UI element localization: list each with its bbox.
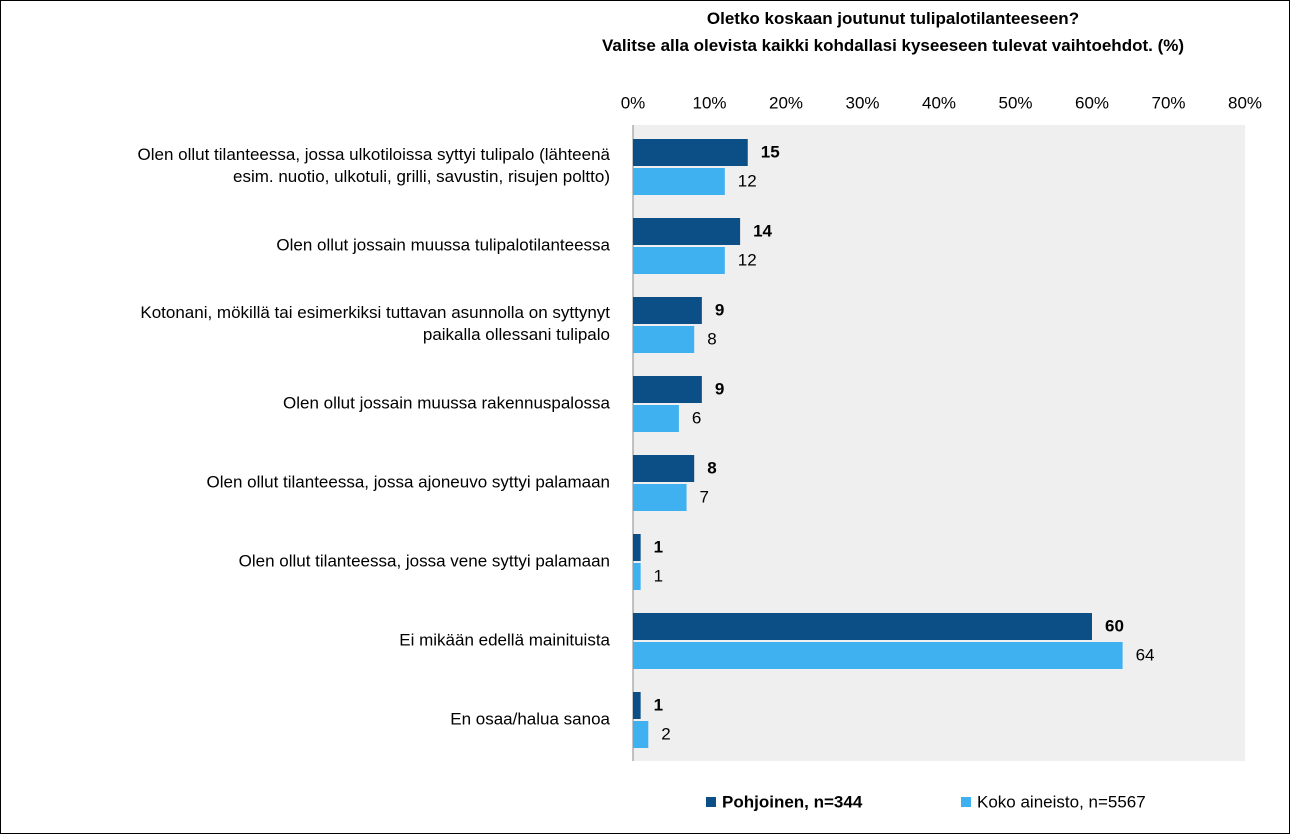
bar (633, 484, 687, 511)
category-label: Olen ollut jossain muussa rakennuspaloss… (283, 393, 611, 412)
bar (633, 534, 641, 561)
bar (633, 139, 748, 166)
value-label: 1 (654, 537, 663, 556)
bar (633, 455, 695, 482)
legend-swatch (961, 797, 971, 807)
value-label: 12 (738, 171, 757, 190)
bar (633, 297, 702, 324)
x-tick-label: 40% (922, 93, 956, 112)
value-label: 7 (700, 487, 709, 506)
x-tick-label: 50% (998, 93, 1032, 112)
category-label: Olen ollut tilanteessa, jossa vene sytty… (239, 551, 610, 570)
x-tick-label: 70% (1151, 93, 1185, 112)
value-label: 60 (1105, 616, 1124, 635)
bar (633, 721, 649, 748)
bar (633, 247, 725, 274)
value-label: 8 (707, 458, 716, 477)
value-label: 64 (1136, 645, 1155, 664)
value-label: 9 (715, 300, 724, 319)
bar (633, 326, 695, 353)
bar (633, 613, 1092, 640)
bar (633, 642, 1123, 669)
value-label: 8 (707, 329, 716, 348)
x-tick-label: 0% (621, 93, 646, 112)
category-label: Kotonani, mökillä tai esimerkiksi tuttav… (140, 303, 610, 344)
value-label: 9 (715, 379, 724, 398)
value-label: 1 (654, 695, 663, 714)
x-tick-label: 30% (845, 93, 879, 112)
bar (633, 405, 679, 432)
category-label: Olen ollut jossain muussa tulipalotilant… (276, 235, 610, 254)
x-tick-label: 20% (769, 93, 803, 112)
category-label: Olen ollut tilanteessa, jossa ajoneuvo s… (206, 472, 610, 491)
value-label: 1 (654, 566, 663, 585)
value-label: 6 (692, 408, 701, 427)
value-label: 12 (738, 250, 757, 269)
legend-label: Koko aineisto, n=5567 (977, 792, 1146, 811)
legend-label: Pohjoinen, n=344 (722, 792, 863, 811)
value-label: 15 (761, 142, 780, 161)
bar (633, 692, 641, 719)
chart-title: Oletko koskaan joutunut tulipalotilantee… (602, 9, 1184, 55)
category-label: En osaa/halua sanoa (450, 709, 610, 728)
category-label: Olen ollut tilanteessa, jossa ulkotilois… (138, 145, 611, 186)
category-label: Ei mikään edellä mainituista (399, 630, 610, 649)
bar (633, 168, 725, 195)
x-tick-label: 10% (692, 93, 726, 112)
bar (633, 376, 702, 403)
bar (633, 563, 641, 590)
x-tick-label: 80% (1228, 93, 1262, 112)
legend-swatch (706, 797, 716, 807)
value-label: 14 (753, 221, 772, 240)
value-label: 2 (661, 724, 670, 743)
x-tick-label: 60% (1075, 93, 1109, 112)
bar (633, 218, 741, 245)
